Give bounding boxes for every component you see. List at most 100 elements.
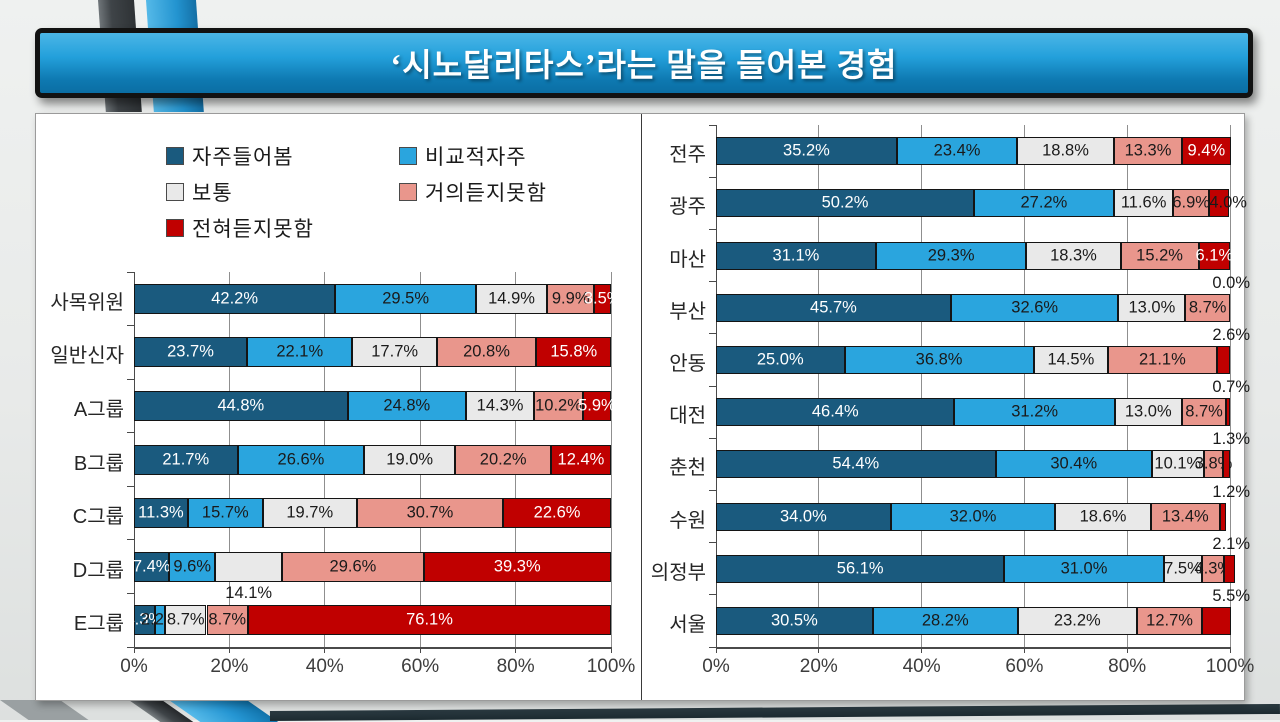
bar-value-label: 14.5% <box>1047 350 1095 369</box>
bar-value-label: 42.2% <box>211 289 259 308</box>
bar-segment <box>1219 502 1226 531</box>
bar-value-callout: 1.2% <box>1212 482 1250 501</box>
bar-value-label: 13.0% <box>1128 298 1176 317</box>
bar-value-label: 29.6% <box>329 557 377 576</box>
bar-segment: 12.4% <box>551 444 611 475</box>
bar-segment <box>1223 450 1230 479</box>
bar-value-label: 31.1% <box>772 246 820 264</box>
bar-value-label: 23.7% <box>167 342 214 361</box>
category-label: 광주 <box>669 196 706 219</box>
axis-tick <box>715 647 717 653</box>
axis-tick-label: 80% <box>496 656 535 677</box>
y-axis-tick <box>709 437 716 439</box>
y-axis-tick <box>709 489 716 491</box>
axis-tick-label: 20% <box>210 656 249 677</box>
bar-value-label: 50.2% <box>821 193 869 212</box>
axis-tick <box>133 647 135 653</box>
bar-segment: 35.2% <box>716 137 897 166</box>
bar-value-label: 12.7% <box>1146 611 1193 630</box>
category-label: 안동 <box>669 352 706 375</box>
axis-tick-label: 60% <box>401 656 440 677</box>
bar-segment: 19.7% <box>262 498 357 529</box>
bar-segment: 56.1% <box>716 554 1005 583</box>
category-label: B그룹 <box>73 452 124 475</box>
axis-tick <box>921 647 923 653</box>
category-label: 서울 <box>669 613 706 636</box>
bar-segment: 23.2% <box>1017 606 1137 635</box>
bar-segment: 44.8% <box>134 390 348 421</box>
bar-segment <box>1224 554 1236 583</box>
legend-swatch-icon <box>166 147 184 165</box>
bar-segment: 21.7% <box>134 444 238 475</box>
bar-segment: 54.4% <box>716 450 996 479</box>
bar-segment: 12.7% <box>1136 606 1203 635</box>
bar-segment: 15.8% <box>536 337 612 368</box>
bar-segment: 32.6% <box>950 293 1119 322</box>
bar-value-label: 14.9% <box>488 289 535 308</box>
gridline <box>610 272 612 647</box>
y-axis-tick <box>127 485 134 487</box>
bar-value-label: 35.2% <box>783 141 830 160</box>
bar-value-label: 31.0% <box>1060 559 1108 578</box>
bar-segment: 30.4% <box>995 450 1152 479</box>
bar-value-label: 30.4% <box>1050 454 1098 473</box>
bar-segment: 10.1% <box>1151 450 1204 479</box>
bar-segment: 8.7% <box>165 605 207 636</box>
bar-segment: 8.7% <box>1181 398 1227 427</box>
legend-item: 거의듣지못함 <box>399 177 547 207</box>
gridline <box>715 125 717 647</box>
bar-value-callout: 0.0% <box>1212 273 1250 292</box>
bar-value-label: 36.8% <box>915 350 963 369</box>
category-label: 일반신자 <box>50 345 124 368</box>
y-axis-tick <box>127 539 134 541</box>
bar-segment: 19.0% <box>364 444 456 475</box>
bar-value-label: 18.3% <box>1050 246 1097 264</box>
bar-value-label: 22.1% <box>276 342 324 361</box>
axis-tick-label: 60% <box>1005 656 1044 677</box>
bar-value-label: 12.4% <box>557 450 605 468</box>
bar-value-label: 6.9% <box>1172 193 1210 212</box>
title-banner: ‘시노달리타스’라는 말을 들어본 경험 <box>35 28 1253 98</box>
bar-value-label: 5.9% <box>578 396 616 415</box>
legend-label: 자주들어봄 <box>192 146 294 169</box>
y-axis-tick <box>709 176 716 178</box>
bar-segment: 24.8% <box>347 390 466 421</box>
x-axis-line <box>716 647 1230 649</box>
bar-value-label: 21.7% <box>162 450 210 468</box>
bar-value-label: 4.3% <box>125 610 164 629</box>
bar-value-label: 8.7% <box>208 610 247 629</box>
bar-segment: 23.4% <box>896 137 1018 166</box>
axis-tick-label: 100% <box>586 656 636 677</box>
bar-segment: 15.2% <box>1120 241 1199 270</box>
legend-item: 자주들어봄 <box>166 141 294 171</box>
bar-segment: 39.3% <box>423 551 611 582</box>
bar-value-label: 19.0% <box>386 450 434 468</box>
bar-segment: 25.0% <box>716 345 845 374</box>
bar-value-label: 44.8% <box>217 396 265 415</box>
bar-segment: 13.3% <box>1113 137 1183 166</box>
bar-value-label: 28.2% <box>921 611 969 630</box>
bar-segment: 46.4% <box>716 398 955 427</box>
bar-value-label: 8.7% <box>1188 298 1227 317</box>
bar-value-label: 39.3% <box>493 557 541 576</box>
bar-value-label: 32.6% <box>1011 298 1059 317</box>
category-label: D그룹 <box>72 559 124 582</box>
bar-value-label: 20.8% <box>463 342 510 361</box>
axis-tick <box>1126 647 1128 653</box>
bar-value-label: 30.5% <box>770 611 818 630</box>
bar-segment: 4.3% <box>1194 554 1232 583</box>
y-axis-tick <box>709 124 716 126</box>
plot-area: 0% 20% 40% 60% 80% 100% 사목위원 42.2% 29.5% 14.9% 9.9… <box>50 271 635 677</box>
y-axis-tick <box>127 432 134 434</box>
bar-segment: 32.0% <box>890 502 1056 531</box>
bar-segment: 29.5% <box>335 283 476 314</box>
bar-segment: 31.1% <box>716 241 876 270</box>
axis-tick <box>419 647 421 653</box>
bar-value-label: 20.2% <box>479 450 527 468</box>
y-axis-tick <box>127 646 134 648</box>
gridline <box>921 125 923 647</box>
bar-segment: 34.0% <box>716 502 891 531</box>
bar-value-label: 15.7% <box>201 503 249 522</box>
category-label: 사목위원 <box>50 291 124 314</box>
bar-value-label: 3.8% <box>1194 454 1233 473</box>
